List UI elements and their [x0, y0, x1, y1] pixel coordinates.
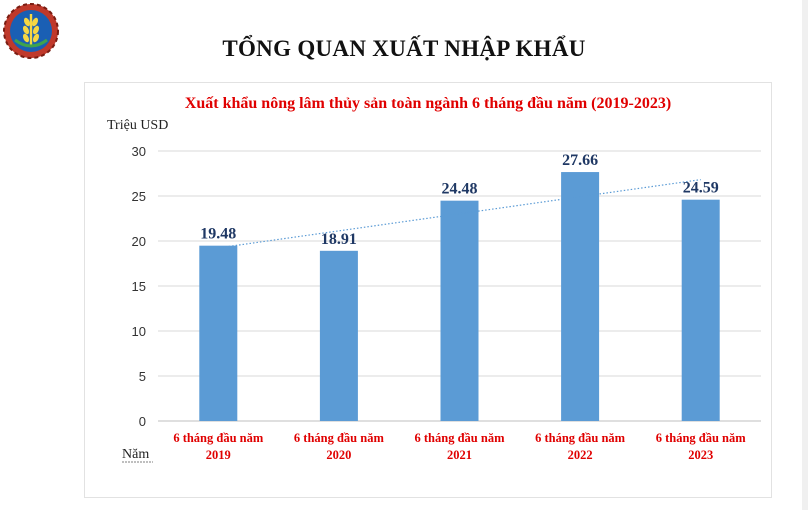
- window-edge: [802, 0, 808, 510]
- chart-frame: Xuất khẩu nông lâm thủy sản toàn ngành 6…: [84, 82, 772, 498]
- y-axis-label: Triệu USD: [107, 118, 168, 133]
- y-tick-label: 15: [132, 279, 146, 294]
- bar-chart: Xuất khẩu nông lâm thủy sản toàn ngành 6…: [107, 95, 761, 463]
- x-tick-label: 6 tháng đầu năm: [656, 431, 747, 445]
- y-tick-label: 10: [132, 324, 146, 339]
- bar: [319, 250, 358, 421]
- chart-title: Xuất khẩu nông lâm thủy sản toàn ngành 6…: [185, 95, 671, 112]
- x-tick-label: 2019: [206, 448, 231, 462]
- bar: [199, 245, 238, 421]
- x-tick-label: 6 tháng đầu năm: [535, 431, 626, 445]
- data-label: 19.48: [200, 226, 236, 243]
- ministry-logo: [3, 3, 59, 59]
- x-tick-label: 6 tháng đầu năm: [294, 431, 385, 445]
- y-tick-label: 20: [132, 234, 146, 249]
- y-tick-label: 30: [132, 144, 146, 159]
- trendline: [218, 179, 701, 249]
- data-label: 24.59: [683, 180, 719, 197]
- x-tick-label: 2022: [568, 448, 593, 462]
- y-tick-label: 25: [132, 189, 146, 204]
- bar: [681, 199, 720, 421]
- y-tick-label: 5: [139, 369, 146, 384]
- slide-title: TỔNG QUAN XUẤT NHẬP KHẨU: [222, 36, 586, 61]
- x-axis-label: Năm: [122, 447, 149, 462]
- x-tick-label: 2020: [326, 448, 351, 462]
- x-tick-label: 2023: [688, 448, 713, 462]
- data-label: 27.66: [562, 152, 598, 169]
- data-label: 24.48: [442, 181, 478, 198]
- bar: [440, 200, 479, 421]
- x-tick-label: 6 tháng đầu năm: [173, 431, 264, 445]
- x-tick-label: 6 tháng đầu năm: [415, 431, 506, 445]
- bar: [561, 172, 600, 421]
- data-label: 18.91: [321, 231, 357, 248]
- x-tick-label: 2021: [447, 448, 472, 462]
- y-tick-label: 0: [139, 414, 146, 429]
